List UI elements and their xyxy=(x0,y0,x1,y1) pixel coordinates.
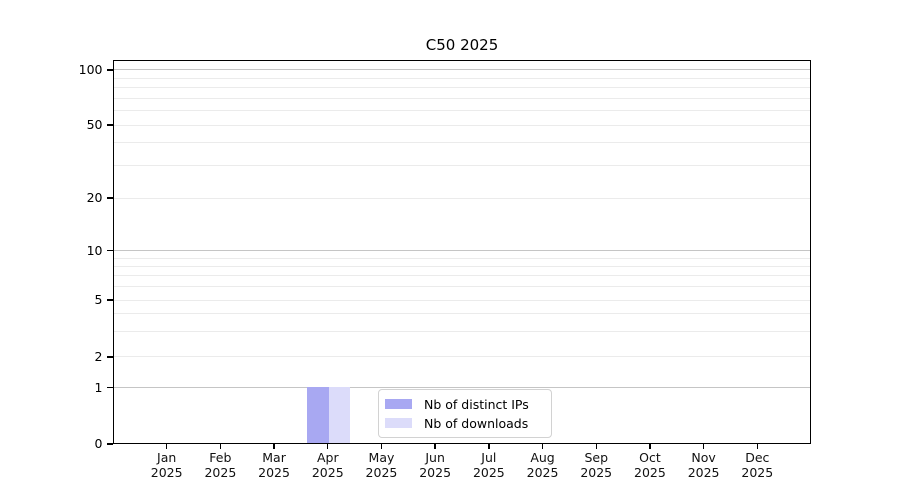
gridline-y-3 xyxy=(114,331,810,333)
gridline-y-70 xyxy=(114,97,810,99)
bar-nb-of-downloads-apr xyxy=(328,387,351,444)
legend-entry-distinct-ips: Nb of distinct IPs xyxy=(385,397,543,412)
y-tick-label-20: 20 xyxy=(86,190,103,205)
gridline-y-7 xyxy=(114,275,810,277)
y-tick-label-100: 100 xyxy=(78,61,103,77)
y-tick-mark-20 xyxy=(106,197,113,199)
y-tick-mark-5 xyxy=(106,299,113,301)
legend-swatch-distinct-ips xyxy=(385,398,412,410)
legend: Nb of distinct IPs Nb of downloads xyxy=(378,389,552,438)
x-tick-label-apr: Apr 2025 xyxy=(311,450,344,480)
x-tick-mark-dec xyxy=(756,444,758,449)
gridline-y-20 xyxy=(114,197,810,199)
gridline-y-6 xyxy=(114,286,810,288)
gridline-y-80 xyxy=(114,87,810,89)
gridline-y-100 xyxy=(114,69,810,71)
y-tick-label-2: 2 xyxy=(94,348,103,364)
x-tick-label-oct: Oct 2025 xyxy=(634,450,666,480)
y-tick-mark-100 xyxy=(106,69,113,71)
gridline-y-4 xyxy=(114,313,810,315)
x-tick-label-jan: Jan 2025 xyxy=(150,450,183,480)
x-tick-mark-jan xyxy=(165,444,168,449)
x-tick-mark-jun xyxy=(434,444,436,449)
y-tick-mark-1 xyxy=(106,387,113,389)
x-tick-label-nov: Nov 2025 xyxy=(687,450,720,480)
x-tick-mark-may xyxy=(380,444,383,449)
x-tick-label-jun: Jun 2025 xyxy=(419,450,452,480)
x-tick-label-jul: Jul 2025 xyxy=(472,450,505,480)
gridline-y-1 xyxy=(114,387,810,389)
gridline-y-5 xyxy=(114,299,810,301)
x-tick-mark-mar xyxy=(273,444,275,449)
y-tick-label-0: 0 xyxy=(94,436,103,451)
x-tick-mark-jul xyxy=(488,444,490,449)
gridline-y-9 xyxy=(114,257,810,259)
y-tick-mark-2 xyxy=(106,356,113,358)
x-tick-label-may: May 2025 xyxy=(365,450,398,480)
x-tick-mark-feb xyxy=(219,444,222,449)
gridline-y-90 xyxy=(114,77,810,79)
gridline-y-2 xyxy=(114,356,810,358)
legend-label-distinct-ips: Nb of distinct IPs xyxy=(424,396,529,412)
x-tick-label-feb: Feb 2025 xyxy=(204,450,237,480)
x-tick-label-dec: Dec 2025 xyxy=(741,450,774,480)
x-tick-label-sep: Sep 2025 xyxy=(580,450,613,480)
y-tick-mark-50 xyxy=(106,124,113,126)
gridline-y-10 xyxy=(114,250,810,251)
x-tick-mark-oct xyxy=(649,444,651,449)
y-tick-label-1: 1 xyxy=(94,379,103,395)
bar-nb-of-distinct-ips-apr xyxy=(307,387,329,444)
gridline-y-40 xyxy=(114,142,810,144)
y-tick-mark-0 xyxy=(106,443,113,445)
y-tick-label-5: 5 xyxy=(94,292,103,307)
y-tick-label-10: 10 xyxy=(86,242,103,258)
gridline-y-60 xyxy=(114,110,810,112)
x-tick-mark-aug xyxy=(541,444,544,449)
chart-title: C50 2025 xyxy=(425,36,499,54)
legend-swatch-downloads xyxy=(385,417,412,429)
x-tick-mark-nov xyxy=(702,444,705,449)
x-tick-label-mar: Mar 2025 xyxy=(258,450,290,480)
x-tick-mark-apr xyxy=(327,444,329,449)
x-tick-label-aug: Aug 2025 xyxy=(526,450,559,480)
x-tick-mark-sep xyxy=(595,444,597,449)
y-tick-label-50: 50 xyxy=(86,117,103,132)
gridline-y-50 xyxy=(114,124,810,126)
y-tick-mark-10 xyxy=(106,249,113,252)
plot-area xyxy=(113,60,811,444)
gridline-y-30 xyxy=(114,165,810,167)
legend-label-downloads: Nb of downloads xyxy=(424,415,529,431)
legend-entry-downloads: Nb of downloads xyxy=(385,416,543,431)
gridline-y-8 xyxy=(114,265,810,267)
